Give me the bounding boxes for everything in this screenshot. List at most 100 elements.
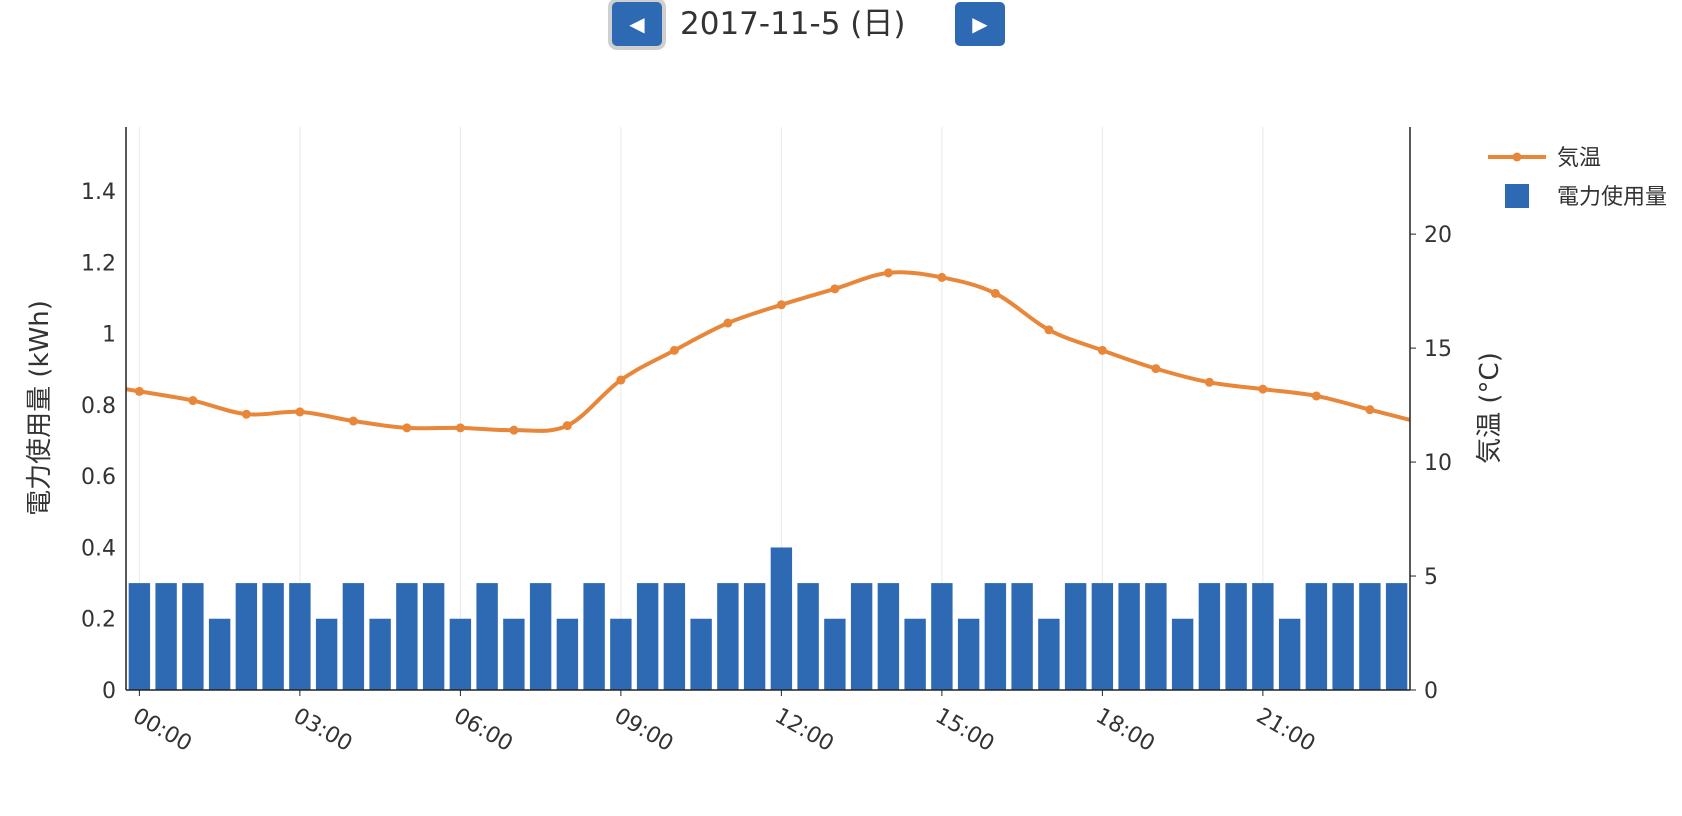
temperature-line (125, 270, 1411, 433)
temperature-point (562, 421, 572, 431)
x-tick-label: 00:00 (128, 704, 195, 757)
bar (208, 618, 231, 690)
bar (1278, 618, 1301, 690)
bar (610, 618, 632, 690)
bar (289, 583, 311, 690)
x-tick-label: 12:00 (770, 704, 837, 757)
y-left-axis-title: 電力使用量 (kWh) (25, 300, 55, 516)
y-left-tick-label: 0.6 (81, 465, 116, 490)
x-tick-label: 15:00 (931, 704, 998, 757)
temperature-point (1097, 345, 1107, 355)
bar (877, 583, 900, 690)
bar (449, 618, 472, 690)
temperature-point (1311, 391, 1321, 401)
bar (529, 583, 552, 690)
bar (770, 547, 793, 690)
temperature-point (134, 386, 144, 396)
legend-label-power: 電力使用量 (1557, 185, 1667, 210)
bar (1385, 583, 1408, 690)
temperature-point (937, 272, 947, 282)
bar (824, 618, 846, 690)
bar (850, 583, 873, 690)
bar (1252, 583, 1274, 690)
temperature-point (723, 318, 733, 328)
next-day-button[interactable]: ▶ (955, 2, 1005, 46)
temperature-point (1044, 325, 1054, 335)
y-left-tick-label: 1.2 (81, 251, 116, 276)
line-series (125, 268, 1411, 435)
bar (235, 583, 258, 690)
y-left-tick-label: 1.4 (81, 180, 116, 205)
bar (182, 583, 204, 690)
temperature-point (509, 425, 519, 435)
y-right-tick-label: 20 (1424, 223, 1452, 248)
x-tick-label: 18:00 (1091, 704, 1158, 757)
y-left-tick-label: 0 (102, 679, 116, 704)
temperature-point (402, 423, 412, 433)
bar-series (128, 547, 1408, 690)
bar (1359, 583, 1381, 690)
y-left-tick-label: 0.8 (81, 394, 116, 419)
bar (717, 583, 739, 690)
triangle-right-icon: ▶ (972, 12, 988, 36)
bar (1332, 583, 1354, 690)
temperature-point (455, 423, 465, 433)
bar (1091, 583, 1114, 690)
bar (422, 583, 445, 690)
x-tick-label: 21:00 (1252, 704, 1319, 757)
legend-point-swatch (1512, 152, 1522, 162)
bar (931, 583, 953, 690)
bar (1305, 583, 1328, 690)
previous-day-button[interactable]: ◀ (612, 2, 662, 46)
legend-bar-swatch (1505, 184, 1529, 208)
bar (262, 583, 284, 690)
bar (1038, 618, 1060, 690)
temperature-point (616, 375, 626, 385)
bar (155, 583, 177, 690)
x-tick-label: 06:00 (449, 704, 516, 757)
bar (1198, 583, 1221, 690)
temperature-point (188, 396, 198, 406)
bar (1171, 618, 1194, 690)
y-right-tick-label: 0 (1424, 679, 1438, 704)
legend-label-temperature: 気温 (1557, 146, 1601, 171)
bar (1145, 583, 1167, 690)
bar (1011, 583, 1033, 690)
temperature-point (1258, 384, 1268, 394)
bar (1225, 583, 1247, 690)
temperature-point (830, 284, 840, 294)
temperature-point (348, 416, 358, 426)
date-label: 2017-11-5 (日) (680, 6, 906, 42)
y-left-tick-label: 1 (102, 323, 116, 348)
bar (476, 583, 498, 690)
bar (904, 618, 926, 690)
temperature-point (883, 268, 893, 278)
y-right-tick-label: 5 (1424, 565, 1438, 590)
date-navigation: ◀ 2017-11-5 (日) ▶ (0, 0, 1682, 60)
y-left-tick-label: 0.2 (81, 608, 116, 633)
bar (342, 583, 365, 690)
bar (369, 618, 391, 690)
temperature-point (241, 409, 251, 419)
triangle-left-icon: ◀ (629, 12, 645, 36)
bar (556, 618, 579, 690)
bar (503, 618, 525, 690)
y-right-tick-label: 10 (1424, 451, 1452, 476)
temperature-point (1151, 364, 1161, 374)
bar (128, 583, 151, 690)
bar (636, 583, 659, 690)
bar (797, 583, 819, 690)
temperature-point (669, 345, 679, 355)
temperature-point (1365, 405, 1375, 415)
temperature-point (1204, 377, 1214, 387)
bar (1064, 583, 1087, 690)
bar (690, 618, 712, 690)
y-right-tick-label: 15 (1424, 337, 1452, 362)
temperature-point (776, 300, 786, 310)
bar (583, 583, 605, 690)
y-left-tick-label: 0.4 (81, 536, 116, 561)
x-tick-label: 03:00 (289, 704, 356, 757)
bar (1118, 583, 1140, 690)
